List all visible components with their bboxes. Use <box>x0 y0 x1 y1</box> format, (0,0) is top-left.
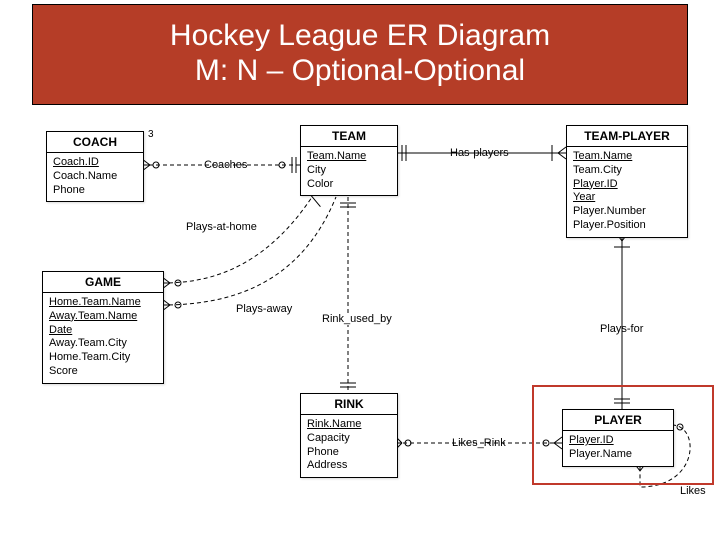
attr: Away.Team.Name <box>49 310 157 324</box>
entity-team-attrs: Team.Name City Color <box>301 147 397 195</box>
attr: Phone <box>307 446 391 460</box>
entity-teamplayer-attrs: Team.Name Team.City Player.ID Year Playe… <box>567 147 687 237</box>
entity-teamplayer: TEAM-PLAYER Team.Name Team.City Player.I… <box>566 125 688 238</box>
crowfoot-teamplayer <box>558 147 566 159</box>
attr: Team.Name <box>307 150 391 164</box>
attr: Home.Team.City <box>49 351 157 365</box>
entity-team: TEAM Team.Name City Color <box>300 125 398 196</box>
entity-game: GAME Home.Team.Name Away.Team.Name Date … <box>42 271 164 384</box>
opt-circle-game-home <box>175 280 181 286</box>
edge-playsaway <box>162 197 336 305</box>
attr: Team.City <box>573 164 681 178</box>
attr: Player.ID <box>573 178 681 192</box>
edge-playshome <box>162 197 312 283</box>
attr: Capacity <box>307 432 391 446</box>
attr: Phone <box>53 184 137 198</box>
entity-coach-attrs: Coach.ID Coach.Name Phone <box>47 153 143 201</box>
entity-team-name: TEAM <box>301 126 397 147</box>
entity-rink: RINK Rink.Name Capacity Phone Address <box>300 393 398 478</box>
attr: Team.Name <box>573 150 681 164</box>
attr: Date <box>49 324 157 338</box>
attr: Coach.Name <box>53 170 137 184</box>
attr: Player.Position <box>573 219 681 233</box>
attr: Rink.Name <box>307 418 391 432</box>
attr: Color <box>307 178 391 192</box>
attr: Year <box>573 191 681 205</box>
attr: Player.Number <box>573 205 681 219</box>
rel-playsaway: Plays-away <box>236 303 292 315</box>
entity-game-name: GAME <box>43 272 163 293</box>
title-line-2: M: N – Optional-Optional <box>195 54 525 87</box>
rel-playshome: Plays-at-home <box>186 221 257 233</box>
entity-game-attrs: Home.Team.Name Away.Team.Name Date Away.… <box>43 293 163 383</box>
attr: Address <box>307 459 391 473</box>
coach-cardinality: 3 <box>148 129 154 140</box>
rel-coaches: Coaches <box>204 159 247 171</box>
er-diagram-canvas: COACH Coach.ID Coach.Name Phone TEAM Tea… <box>0 105 720 540</box>
attr: Coach.ID <box>53 156 137 170</box>
rel-likesrink: Likes_Rink <box>452 437 506 449</box>
rel-playsfor: Plays-for <box>600 323 643 335</box>
entity-rink-name: RINK <box>301 394 397 415</box>
entity-coach: COACH Coach.ID Coach.Name Phone <box>46 131 144 202</box>
attr: Home.Team.Name <box>49 296 157 310</box>
highlight-player <box>532 385 714 485</box>
entity-coach-name: COACH <box>47 132 143 153</box>
entity-teamplayer-name: TEAM-PLAYER <box>567 126 687 147</box>
rel-hasplayers: Has-players <box>450 147 509 159</box>
title-line-1: Hockey League ER Diagram <box>170 19 550 52</box>
page-title: Hockey League ER Diagram M: N – Optional… <box>32 4 688 105</box>
rel-likes: Likes <box>680 485 706 497</box>
entity-rink-attrs: Rink.Name Capacity Phone Address <box>301 415 397 477</box>
attr: City <box>307 164 391 178</box>
attr: Score <box>49 365 157 379</box>
rel-rinkusedby: Rink_used_by <box>322 313 392 325</box>
attr: Away.Team.City <box>49 337 157 351</box>
